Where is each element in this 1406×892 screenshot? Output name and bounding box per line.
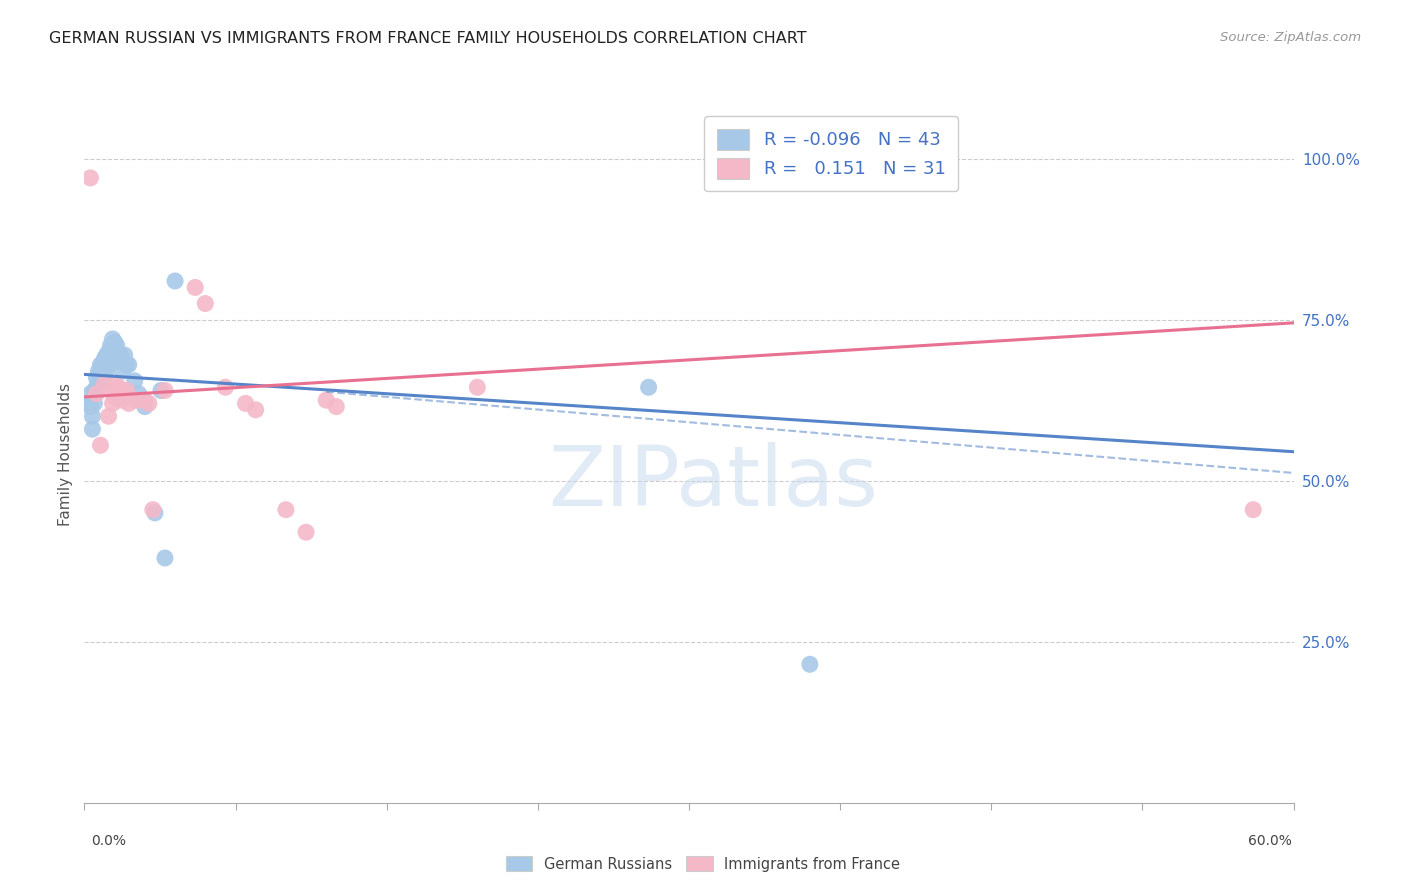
Point <box>104 335 127 350</box>
Point <box>325 400 347 414</box>
Point <box>107 380 129 394</box>
Point <box>86 386 108 401</box>
Point <box>86 370 108 384</box>
Text: Source: ZipAtlas.com: Source: ZipAtlas.com <box>1220 31 1361 45</box>
Point <box>96 348 118 362</box>
Point <box>143 506 166 520</box>
Legend: German Russians, Immigrants from France: German Russians, Immigrants from France <box>501 850 905 878</box>
Point <box>274 502 297 516</box>
Point <box>104 390 127 404</box>
Point <box>115 384 138 398</box>
Point <box>134 400 156 414</box>
Text: GERMAN RUSSIAN VS IMMIGRANTS FROM FRANCE FAMILY HOUSEHOLDS CORRELATION CHART: GERMAN RUSSIAN VS IMMIGRANTS FROM FRANCE… <box>49 31 807 46</box>
Point <box>110 348 132 362</box>
Point <box>128 393 150 408</box>
Point <box>124 393 146 408</box>
Point <box>111 386 134 401</box>
Point <box>184 280 207 294</box>
Point <box>235 396 257 410</box>
Point <box>637 380 659 394</box>
Point <box>93 351 115 366</box>
Point <box>97 344 120 359</box>
Point <box>96 364 118 378</box>
Point <box>89 370 111 384</box>
Legend: R = -0.096   N = 43, R =   0.151   N = 31: R = -0.096 N = 43, R = 0.151 N = 31 <box>704 116 957 191</box>
Point <box>79 170 101 185</box>
Text: ZIPatlas: ZIPatlas <box>548 442 879 524</box>
Point <box>93 377 115 392</box>
Point <box>101 351 124 366</box>
Point <box>89 438 111 452</box>
Point <box>134 393 156 408</box>
Point <box>86 380 108 394</box>
Point <box>107 351 129 366</box>
Point <box>105 338 128 352</box>
Point <box>118 358 141 372</box>
Point <box>97 358 120 372</box>
Point <box>165 274 187 288</box>
Point <box>111 364 134 378</box>
Point <box>115 358 138 372</box>
Point <box>91 370 114 384</box>
Point <box>295 525 318 540</box>
Point <box>1241 502 1264 516</box>
Point <box>100 351 122 366</box>
Point <box>104 377 127 392</box>
Point <box>138 396 160 410</box>
Point <box>799 657 821 672</box>
Point <box>83 384 105 398</box>
Point <box>93 370 115 384</box>
Point <box>118 396 141 410</box>
Point <box>91 358 114 372</box>
Point <box>101 332 124 346</box>
Point <box>153 551 176 566</box>
Point <box>114 348 136 362</box>
Point <box>104 354 127 368</box>
Point <box>110 393 132 408</box>
Point <box>87 364 110 378</box>
Point <box>83 396 105 410</box>
Point <box>100 338 122 352</box>
Point <box>153 384 176 398</box>
Y-axis label: Family Households: Family Households <box>58 384 73 526</box>
Point <box>128 386 150 401</box>
Point <box>87 377 110 392</box>
Point <box>79 400 101 414</box>
Point <box>100 384 122 398</box>
Point <box>82 409 104 424</box>
Point <box>79 386 101 401</box>
Text: 60.0%: 60.0% <box>1249 834 1292 848</box>
Point <box>101 396 124 410</box>
Point <box>149 384 172 398</box>
Point <box>97 409 120 424</box>
Point <box>142 502 165 516</box>
Point <box>214 380 236 394</box>
Point <box>124 374 146 388</box>
Point <box>467 380 489 394</box>
Point <box>89 358 111 372</box>
Point <box>194 296 217 310</box>
Point <box>82 422 104 436</box>
Point <box>315 393 337 408</box>
Text: 0.0%: 0.0% <box>91 834 127 848</box>
Point <box>245 402 267 417</box>
Point <box>77 396 100 410</box>
